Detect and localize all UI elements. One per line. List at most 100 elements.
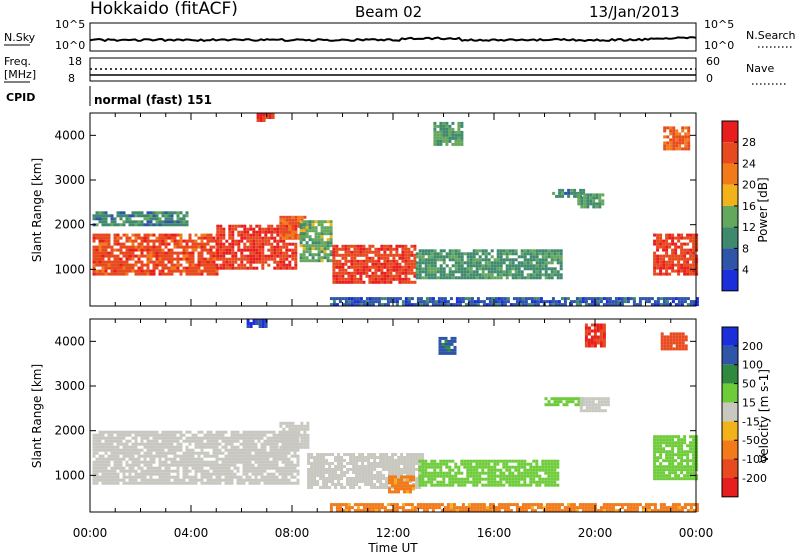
heatmap-cell: [514, 483, 518, 487]
heatmap-cell: [517, 255, 521, 259]
heatmap-cell: [167, 451, 171, 455]
heatmap-cell: [294, 215, 298, 219]
heatmap-cell: [473, 300, 477, 304]
heatmap-cell: [577, 199, 581, 203]
heatmap-cell: [389, 250, 393, 254]
heatmap-cell: [409, 462, 413, 465]
heatmap-cell: [325, 477, 329, 480]
heatmap-cell: [164, 430, 168, 434]
heatmap-cell: [662, 239, 666, 243]
heatmap-cell: [219, 233, 223, 237]
heatmap-cell: [326, 238, 330, 242]
heatmap-cell: [158, 263, 162, 267]
heatmap-cell: [450, 339, 454, 343]
heatmap-cell: [436, 462, 440, 466]
heatmap-cell: [340, 462, 344, 465]
heatmap-cell: [403, 484, 406, 488]
heatmap-cell: [293, 451, 297, 455]
heatmap-cell: [508, 465, 512, 469]
heatmap-cell: [511, 483, 515, 487]
heatmap-cell: [547, 480, 551, 484]
heatmap-cell: [188, 451, 192, 455]
heatmap-cell: [365, 262, 369, 266]
heatmap-cell: [695, 474, 699, 478]
heatmap-cell: [170, 211, 174, 215]
heatmap-cell: [307, 456, 311, 459]
heatmap-cell: [526, 468, 530, 472]
heatmap-cell: [344, 506, 348, 510]
heatmap-cell: [680, 269, 684, 273]
heatmap-cell: [680, 465, 684, 469]
heatmap-cell: [403, 487, 406, 491]
heatmap-cell: [541, 465, 545, 469]
heatmap-cell: [588, 400, 592, 404]
heatmap-cell: [268, 113, 272, 116]
heatmap-cell: [547, 465, 551, 469]
heatmap-cell: [454, 471, 458, 475]
heatmap-cell: [532, 471, 536, 475]
heatmap-cell: [152, 254, 156, 258]
heatmap-cell: [182, 466, 186, 470]
heatmap-cell: [686, 266, 690, 270]
heatmap-cell: [371, 280, 375, 284]
heatmap-cell: [276, 266, 280, 270]
heatmap-cell: [515, 303, 519, 307]
heatmap-cell: [692, 444, 696, 448]
heatmap-cell: [161, 454, 165, 458]
heatmap-cell: [329, 253, 333, 257]
heatmap-cell: [689, 269, 693, 273]
heatmap-cell: [248, 442, 252, 446]
heatmap-cell: [439, 252, 443, 256]
heatmap-cell: [596, 338, 600, 342]
heatmap-cell: [547, 474, 551, 478]
heatmap-cell: [665, 297, 669, 301]
heatmap-cell: [314, 238, 318, 242]
heatmap-cell: [517, 459, 521, 463]
heatmap-cell: [385, 459, 389, 462]
heatmap-cell: [212, 263, 216, 267]
heatmap-cell: [352, 483, 356, 486]
heatmap-cell: [258, 239, 262, 243]
heatmap-cell: [279, 254, 283, 258]
heatmap-cell: [287, 430, 291, 434]
heatmap-cell: [665, 248, 669, 252]
heatmap-cell: [122, 451, 126, 455]
heatmap-cell: [585, 409, 589, 413]
heatmap-cell: [110, 430, 114, 434]
heatmap-cell: [191, 475, 195, 479]
heatmap-cell: [436, 124, 440, 128]
heatmap-cell: [680, 477, 684, 481]
heatmap-cell: [125, 442, 129, 446]
heatmap-cell: [297, 433, 301, 437]
heatmap-cell: [672, 132, 676, 136]
heatmap-cell: [98, 433, 102, 437]
heatmap-cell: [215, 478, 219, 482]
heatmap-cell: [365, 247, 369, 251]
heatmap-cell: [686, 248, 690, 252]
heatmap-cell: [260, 478, 264, 482]
heatmap-cell: [506, 297, 510, 301]
heatmap-cell: [170, 451, 174, 455]
heatmap-cell: [553, 474, 557, 478]
heatmap-cell: [104, 260, 108, 264]
heatmap-cell: [269, 442, 273, 446]
heatmap-cell: [273, 230, 277, 234]
heatmap-cell: [374, 250, 378, 254]
heatmap-cell: [669, 341, 673, 345]
heatmap-cell: [122, 454, 126, 458]
heatmap-cell: [377, 297, 381, 301]
heatmap-cell: [442, 474, 446, 478]
heatmap-cell: [441, 342, 445, 346]
heatmap-cell: [104, 457, 108, 461]
heatmap-cell: [278, 451, 282, 455]
heatmap-cell: [308, 226, 312, 230]
heatmap-cell: [598, 202, 602, 206]
heatmap-cell: [487, 273, 491, 277]
heatmap-cell: [550, 397, 554, 401]
heatmap-cell: [194, 457, 198, 461]
heatmap-cell: [442, 127, 446, 131]
heatmap-cell: [197, 442, 201, 446]
heatmap-cell: [382, 468, 386, 471]
heatmap-cell: [266, 439, 270, 443]
heatmap-cell: [431, 297, 435, 301]
